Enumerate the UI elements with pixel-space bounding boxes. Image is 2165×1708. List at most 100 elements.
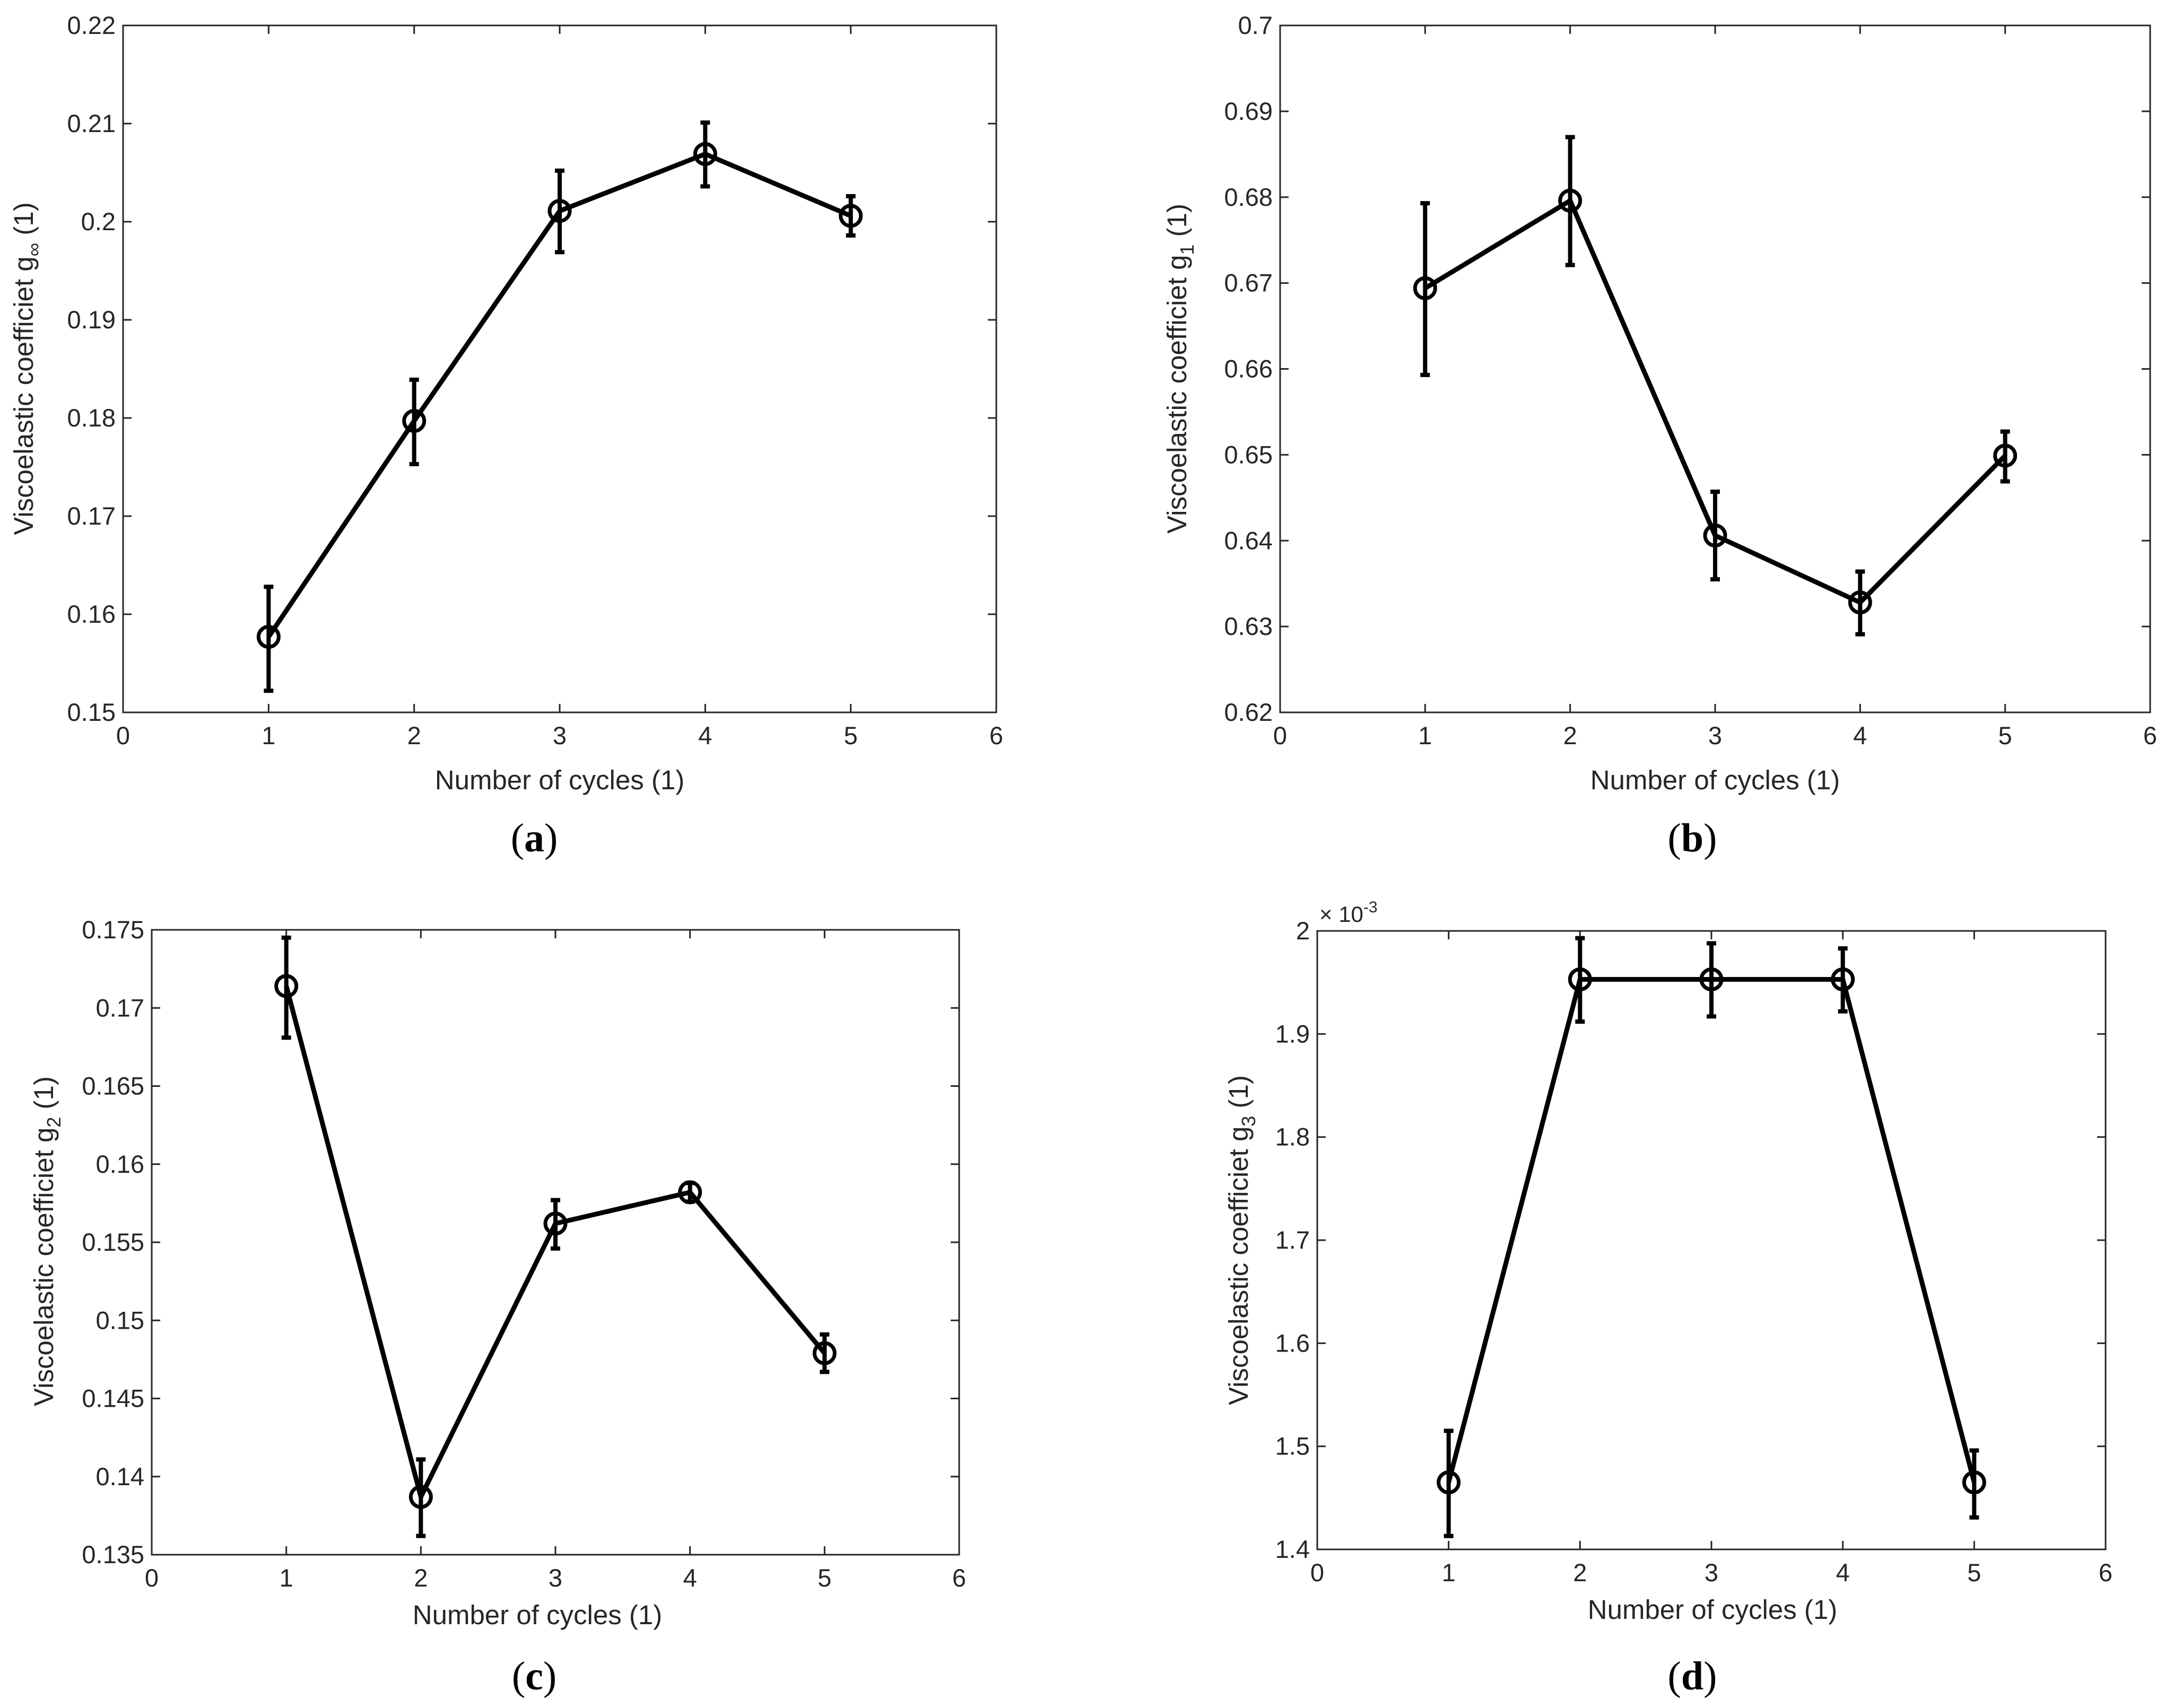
x-tick-label: 0 — [1310, 1558, 1324, 1587]
axes-frame — [122, 24, 997, 713]
ticks: 0 1 2 3 4 5 6 0.135 0.14 0.145 0.15 0.155 0.16 0.165 0… — [82, 916, 966, 1592]
y-tick-label: 0.16 — [96, 1150, 144, 1178]
data-point — [256, 625, 281, 649]
x-tick-label: 3 — [1708, 721, 1722, 750]
y-exponent-label: × 10-3 — [1319, 899, 1378, 927]
y-tick-label: 0.65 — [1224, 440, 1273, 468]
axes-frame — [1279, 24, 2151, 713]
y-tick-label: 2 — [1296, 917, 1310, 945]
y-tick-label: 1.8 — [1275, 1123, 1310, 1151]
panel-caption: (b) — [1668, 816, 1717, 860]
data-point — [1437, 1470, 1461, 1495]
x-tick-label: 0 — [145, 1564, 159, 1592]
y-tick-label: 0.63 — [1224, 612, 1273, 640]
y-tick-label: 0.7 — [1238, 11, 1273, 39]
y-tick-label: 0.66 — [1224, 355, 1273, 383]
y-tick-label: 0.15 — [67, 698, 116, 726]
x-tick-label: 6 — [952, 1564, 966, 1592]
x-tick-label: 0 — [116, 721, 130, 750]
data-point — [693, 142, 717, 166]
x-axis-label: Number of cycles (1) — [1588, 1594, 1837, 1625]
data-series — [1437, 936, 1986, 1538]
x-tick-label: 3 — [549, 1564, 562, 1592]
x-axis-label: Number of cycles (1) — [435, 765, 684, 795]
x-tick-label: 2 — [414, 1564, 428, 1592]
y-tick-label: 0.2 — [81, 207, 116, 236]
y-tick-label: 1.5 — [1275, 1432, 1310, 1460]
data-point — [408, 1485, 433, 1509]
data-point — [839, 204, 863, 228]
x-tick-label: 4 — [1836, 1558, 1850, 1587]
y-tick-label: 0.175 — [82, 916, 144, 944]
data-point — [678, 1180, 702, 1205]
y-tick-label: 1.6 — [1275, 1329, 1310, 1357]
x-tick-label: 4 — [1853, 721, 1867, 750]
x-tick-label: 1 — [1442, 1558, 1456, 1587]
panel-caption: (a) — [511, 816, 558, 860]
y-tick-label: 0.165 — [82, 1072, 144, 1100]
x-tick-label: 6 — [2143, 721, 2157, 750]
y-tick-label: 0.67 — [1224, 269, 1273, 297]
data-series — [274, 935, 837, 1538]
y-tick-label: 1.9 — [1275, 1019, 1310, 1048]
y-tick-label: 0.17 — [67, 502, 116, 530]
x-axis-label: Number of cycles (1) — [1590, 765, 1840, 795]
x-tick-label: 1 — [262, 721, 275, 750]
data-point — [543, 1212, 568, 1236]
y-tick-label: 1.7 — [1275, 1226, 1310, 1254]
data-series — [256, 120, 863, 693]
panel-d: Number of cycles (1) Viscoelastic coeffi… — [1223, 899, 2112, 1698]
data-point — [1558, 188, 1583, 213]
x-tick-label: 1 — [280, 1564, 293, 1592]
data-series — [1413, 135, 2018, 637]
panel-b: Number of cycles (1) Viscoelastic coeffi… — [1162, 11, 2157, 860]
data-point — [547, 199, 572, 223]
y-tick-label: 0.155 — [82, 1228, 144, 1256]
x-tick-label: 2 — [407, 721, 421, 750]
x-tick-label: 5 — [1967, 1558, 1981, 1587]
y-tick-label: 0.16 — [67, 600, 116, 628]
y-tick-label: 0.64 — [1224, 526, 1273, 554]
panel-a: Number of cycles (1) Viscoelastic coeffi… — [8, 11, 1003, 860]
x-tick-label: 0 — [1273, 721, 1287, 750]
data-point — [1993, 443, 2018, 468]
ticks: 0 1 2 3 4 5 6 0.15 0.16 0.17 0.18 0.19 0.2 0.21 0.22 — [67, 11, 1004, 750]
x-tick-label: 2 — [1573, 1558, 1587, 1587]
data-point — [1962, 1470, 1986, 1495]
y-tick-label: 1.4 — [1275, 1535, 1310, 1563]
axes-frame — [1316, 930, 2107, 1550]
x-tick-label: 3 — [553, 721, 567, 750]
data-point — [1699, 967, 1724, 991]
y-axis-label: Viscoelastic coefficiet g2 (1) — [29, 1076, 65, 1406]
y-tick-label: 0.69 — [1224, 97, 1273, 125]
y-axis-label: Viscoelastic coefficiet g1 (1) — [1162, 204, 1198, 534]
data-point — [1413, 276, 1437, 300]
x-tick-label: 5 — [844, 721, 858, 750]
y-tick-label: 0.145 — [82, 1384, 144, 1413]
y-tick-label: 0.68 — [1224, 183, 1273, 211]
panel-caption: (c) — [512, 1654, 557, 1698]
y-tick-label: 0.17 — [96, 994, 144, 1022]
data-point — [1703, 524, 1727, 548]
panel-c: Number of cycles (1) Viscoelastic coeffi… — [29, 916, 966, 1698]
data-point — [1848, 590, 1872, 615]
x-tick-label: 1 — [1418, 721, 1432, 750]
x-tick-label: 3 — [1705, 1558, 1718, 1587]
x-tick-label: 5 — [818, 1564, 831, 1592]
data-point — [812, 1341, 837, 1365]
y-tick-label: 0.15 — [96, 1306, 144, 1334]
x-tick-label: 6 — [989, 721, 1003, 750]
y-tick-label: 0.19 — [67, 306, 116, 334]
x-tick-label: 4 — [698, 721, 712, 750]
ticks: 0 1 2 3 4 5 6 0.62 0.63 0.64 0.65 0.66 0.67 0.68 0.69 0… — [1224, 11, 2158, 750]
y-tick-label: 0.62 — [1224, 698, 1273, 726]
y-tick-label: 0.14 — [96, 1462, 144, 1491]
y-tick-label: 0.18 — [67, 404, 116, 432]
x-tick-label: 6 — [2099, 1558, 2112, 1587]
data-point — [274, 974, 299, 998]
x-axis-label: Number of cycles (1) — [413, 1600, 662, 1630]
data-point — [402, 409, 427, 433]
y-axis-label: Viscoelastic coefficiet g3 (1) — [1223, 1075, 1259, 1405]
x-tick-label: 4 — [683, 1564, 697, 1592]
